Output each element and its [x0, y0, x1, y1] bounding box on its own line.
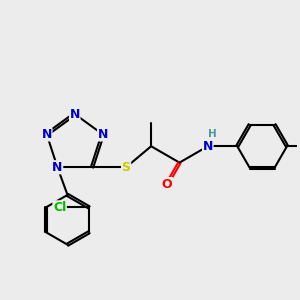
Text: N: N [202, 140, 213, 153]
Text: Cl: Cl [53, 201, 66, 214]
Text: N: N [70, 107, 80, 121]
Text: O: O [162, 178, 172, 190]
Text: N: N [52, 161, 63, 174]
Text: N: N [42, 128, 52, 141]
Text: N: N [98, 128, 108, 141]
Text: S: S [122, 161, 130, 174]
Text: H: H [208, 130, 217, 140]
